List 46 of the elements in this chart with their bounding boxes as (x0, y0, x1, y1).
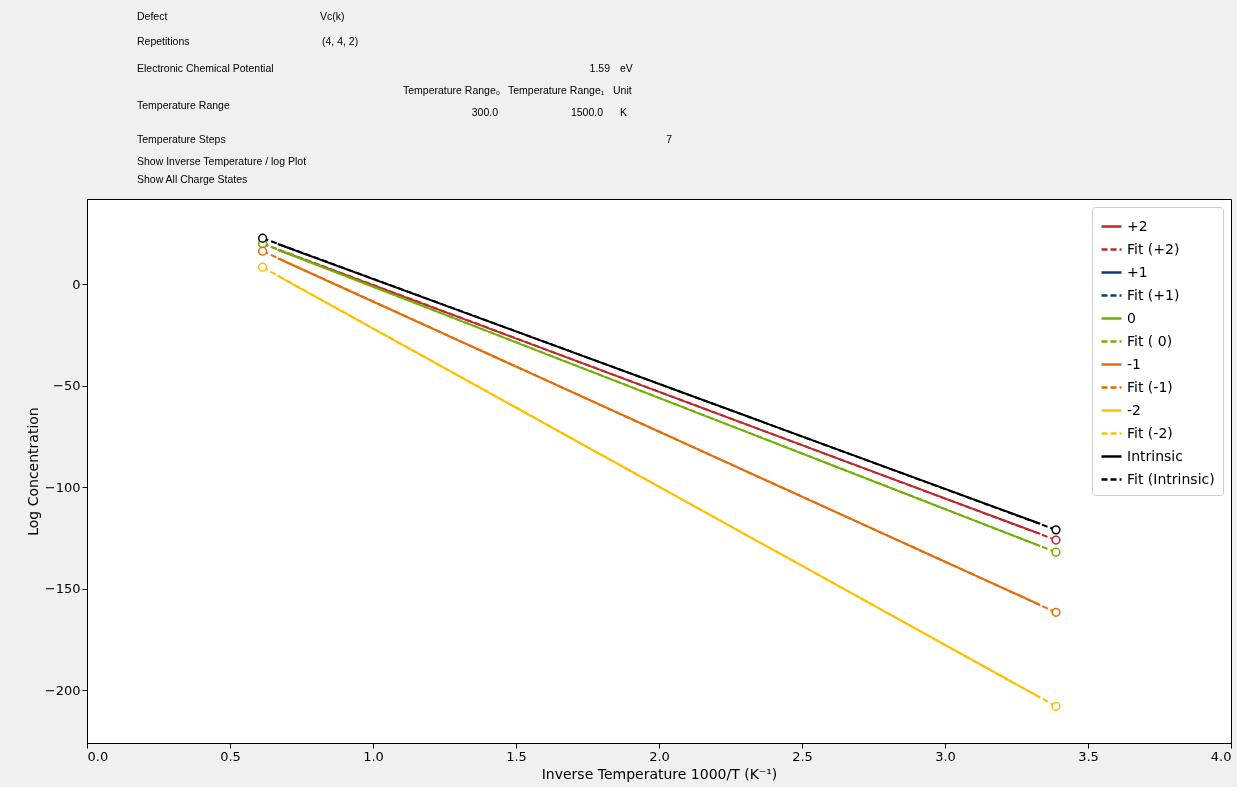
text: K (620, 106, 628, 119)
legend-label: Fit (-2) (1127, 424, 1173, 441)
legend-label: Fit (+1) (1127, 286, 1180, 303)
y-axis-title: Log Concentration (24, 407, 41, 536)
text: Vc(k) (320, 10, 345, 23)
x-tick-label: 3.5 (1078, 748, 1099, 764)
x-tick-label: 2.5 (792, 748, 813, 764)
legend-label: Fit (Intrinsic) (1127, 470, 1215, 487)
text: Unit (613, 84, 632, 97)
x-tick-label: 3.0 (935, 748, 956, 764)
text: 7 (666, 133, 673, 146)
x-tick-label: 0.5 (220, 748, 241, 764)
text: Repetitions (137, 35, 190, 48)
text: Electronic Chemical Potential (137, 62, 274, 75)
text: 300.0 (471, 106, 499, 119)
text: eV (620, 62, 633, 75)
text: Temperature Range₁ (508, 84, 605, 97)
y-tick-label: −100 (44, 479, 81, 495)
text: Temperature Range (137, 98, 230, 111)
y-tick-label: 0 (72, 276, 81, 292)
legend-label: +1 (1127, 263, 1148, 280)
legend-label: Fit ( 0) (1127, 332, 1173, 349)
legend-label: Fit (-1) (1127, 378, 1173, 395)
y-tick-label: −50 (53, 378, 81, 394)
text: Defect (137, 10, 168, 23)
x-axis-title: Inverse Temperature 1000/T (K⁻¹) (541, 765, 778, 782)
x-tick-label: 0.0 (87, 748, 109, 764)
x-tick-label: 1.5 (506, 748, 527, 764)
y-tick-label: −150 (44, 581, 81, 597)
text: 1500.0 (570, 106, 604, 119)
legend-label: +2 (1127, 217, 1148, 234)
y-tick-label: −200 (44, 682, 81, 698)
text: Temperature Steps (137, 133, 226, 146)
legend-label: 0 (1127, 309, 1136, 326)
x-tick-label: 1.0 (363, 748, 384, 764)
legend-label: Fit (+2) (1127, 240, 1180, 257)
legend-label: Intrinsic (1127, 447, 1183, 464)
text: (4, 4, 2) (322, 35, 359, 48)
text: 1.59 (589, 62, 611, 75)
text: Show Inverse Temperature / log Plot (137, 155, 307, 168)
legend-label: -2 (1127, 401, 1141, 418)
text: Temperature Range₀ (403, 84, 501, 97)
text: Show All Charge States (137, 173, 248, 186)
legend-label: -1 (1127, 355, 1141, 372)
x-tick-label: 2.0 (649, 748, 670, 764)
x-tick-label: 4.0 (1210, 748, 1232, 764)
